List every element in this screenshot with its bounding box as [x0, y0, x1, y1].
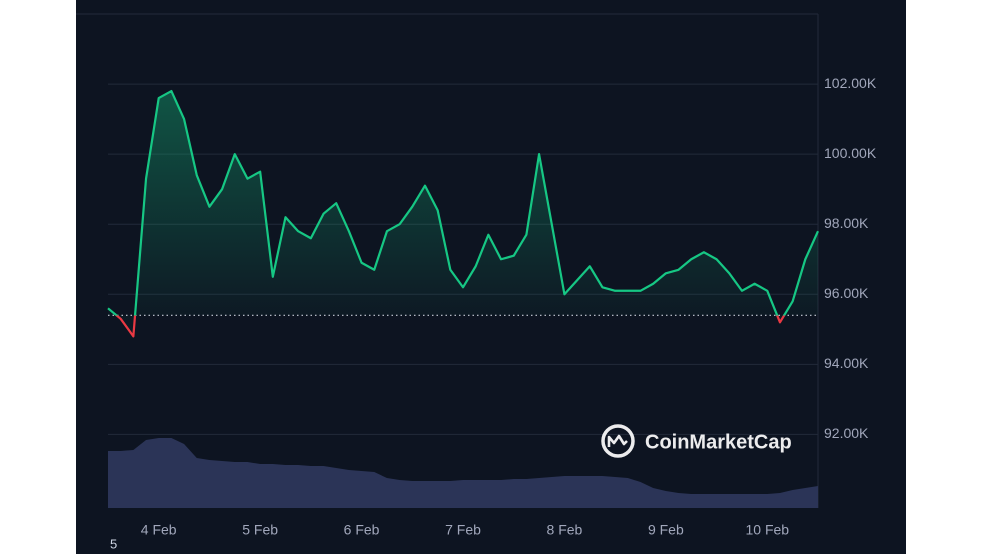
y-tick-label: 94.00K — [824, 355, 869, 371]
y-tick-label: 102.00K — [824, 75, 877, 91]
y-tick-label: 96.00K — [824, 285, 869, 301]
corner-text: 5 — [110, 536, 117, 551]
x-tick-label: 8 Feb — [547, 522, 583, 538]
x-tick-label: 4 Feb — [141, 522, 177, 538]
logo-ring — [601, 424, 635, 458]
x-tick-label: 10 Feb — [745, 522, 789, 538]
watermark: CoinMarketCap — [601, 424, 792, 458]
volume-area — [108, 438, 818, 508]
x-tick-label: 5 Feb — [242, 522, 278, 538]
x-tick-label: 6 Feb — [344, 522, 380, 538]
x-tick-label: 9 Feb — [648, 522, 684, 538]
logo-mark — [607, 434, 628, 447]
watermark-text: CoinMarketCap — [645, 431, 792, 453]
x-tick-label: 7 Feb — [445, 522, 481, 538]
y-tick-label: 98.00K — [824, 215, 869, 231]
price-line — [107, 89, 820, 338]
price-area — [108, 91, 818, 337]
y-tick-label: 100.00K — [824, 145, 877, 161]
y-tick-label: 92.00K — [824, 425, 869, 441]
